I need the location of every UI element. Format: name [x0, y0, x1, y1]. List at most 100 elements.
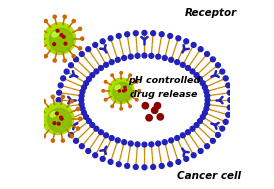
Circle shape — [53, 59, 56, 62]
Circle shape — [142, 165, 147, 170]
Circle shape — [70, 100, 73, 103]
Circle shape — [36, 107, 39, 111]
Circle shape — [64, 69, 69, 74]
Circle shape — [116, 162, 121, 167]
Circle shape — [57, 90, 62, 95]
Circle shape — [42, 135, 45, 138]
Circle shape — [44, 55, 47, 58]
Circle shape — [142, 142, 147, 147]
Circle shape — [184, 39, 189, 44]
Circle shape — [74, 138, 78, 143]
Text: pH controlled: pH controlled — [128, 76, 200, 85]
Circle shape — [227, 90, 232, 95]
Circle shape — [99, 66, 103, 70]
Circle shape — [190, 69, 195, 74]
Circle shape — [194, 123, 199, 127]
Circle shape — [61, 95, 64, 98]
Circle shape — [204, 89, 209, 94]
Circle shape — [198, 119, 202, 124]
Circle shape — [100, 156, 105, 161]
Circle shape — [129, 74, 132, 77]
Circle shape — [142, 30, 147, 35]
Circle shape — [78, 47, 82, 50]
Circle shape — [205, 52, 210, 56]
Circle shape — [90, 73, 95, 77]
Circle shape — [94, 69, 99, 74]
Circle shape — [79, 93, 84, 98]
Circle shape — [68, 63, 73, 68]
Circle shape — [64, 42, 67, 45]
Ellipse shape — [52, 32, 59, 37]
Circle shape — [205, 98, 210, 102]
Circle shape — [223, 119, 228, 124]
Circle shape — [175, 60, 179, 65]
Circle shape — [205, 93, 210, 98]
Circle shape — [38, 47, 41, 50]
Circle shape — [109, 78, 134, 103]
Circle shape — [63, 59, 66, 62]
Circle shape — [142, 102, 149, 109]
Circle shape — [226, 112, 231, 117]
Circle shape — [99, 130, 103, 135]
Circle shape — [42, 100, 45, 103]
Circle shape — [226, 83, 231, 88]
Circle shape — [125, 32, 130, 37]
Circle shape — [72, 55, 75, 58]
Circle shape — [142, 53, 147, 58]
Circle shape — [216, 63, 220, 68]
Circle shape — [122, 90, 125, 92]
Circle shape — [48, 108, 71, 132]
Circle shape — [86, 47, 91, 52]
Circle shape — [129, 105, 132, 108]
Circle shape — [180, 133, 185, 138]
Circle shape — [79, 52, 84, 56]
Circle shape — [81, 37, 84, 40]
Circle shape — [78, 27, 82, 30]
Circle shape — [162, 140, 167, 145]
Circle shape — [44, 19, 47, 23]
Circle shape — [79, 117, 82, 120]
Circle shape — [104, 133, 109, 138]
Circle shape — [156, 54, 161, 59]
Circle shape — [223, 76, 228, 81]
Circle shape — [205, 102, 210, 107]
Circle shape — [104, 81, 107, 83]
Circle shape — [61, 119, 65, 124]
Circle shape — [124, 89, 127, 91]
Circle shape — [228, 98, 233, 102]
Circle shape — [128, 54, 133, 59]
Circle shape — [53, 122, 56, 125]
Circle shape — [176, 160, 181, 164]
Circle shape — [113, 83, 132, 101]
Circle shape — [109, 136, 114, 140]
Circle shape — [124, 86, 126, 88]
Circle shape — [184, 156, 189, 161]
Circle shape — [61, 76, 65, 81]
Circle shape — [58, 112, 63, 117]
Circle shape — [56, 112, 58, 115]
Circle shape — [58, 83, 63, 88]
Circle shape — [135, 81, 138, 83]
Circle shape — [149, 142, 154, 147]
Circle shape — [154, 102, 161, 109]
Circle shape — [63, 15, 66, 18]
Circle shape — [120, 108, 122, 110]
Circle shape — [185, 130, 190, 135]
Circle shape — [135, 142, 140, 147]
Circle shape — [152, 107, 158, 114]
Circle shape — [64, 126, 69, 131]
Circle shape — [118, 90, 121, 92]
Circle shape — [76, 107, 80, 111]
Circle shape — [68, 132, 73, 137]
Circle shape — [104, 98, 107, 101]
Circle shape — [115, 57, 120, 62]
Circle shape — [159, 163, 164, 168]
Circle shape — [60, 117, 63, 120]
Circle shape — [102, 90, 104, 92]
Circle shape — [87, 77, 91, 81]
Circle shape — [191, 153, 196, 158]
Circle shape — [204, 106, 209, 111]
Ellipse shape — [50, 112, 57, 117]
Circle shape — [44, 23, 76, 54]
Circle shape — [104, 62, 109, 67]
